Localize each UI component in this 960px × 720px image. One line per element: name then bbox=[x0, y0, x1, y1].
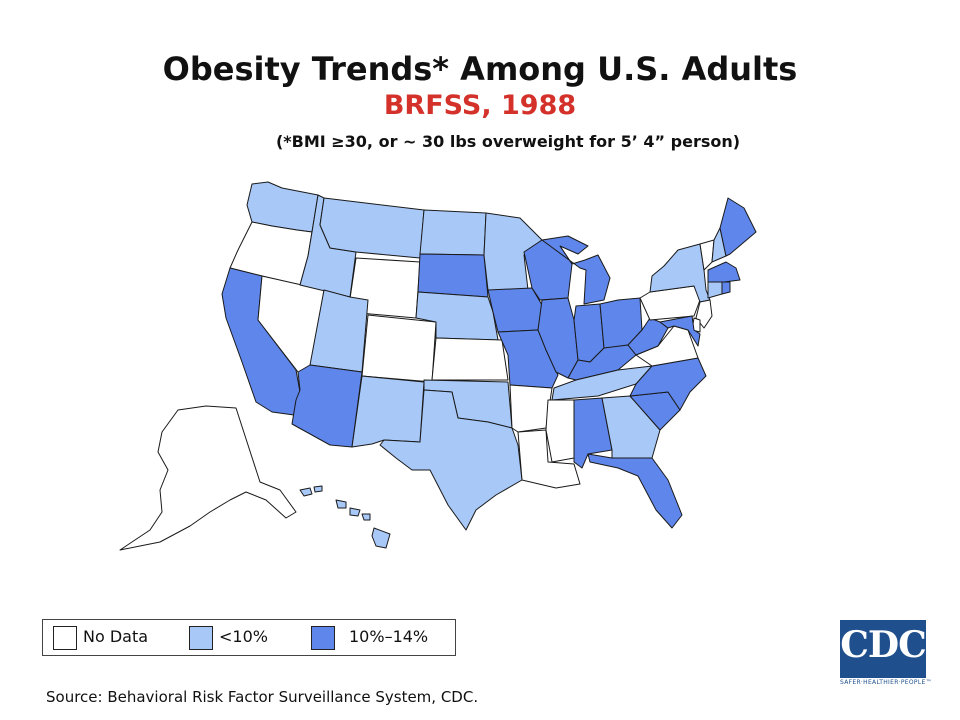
state-SD bbox=[417, 253, 489, 298]
state-MA bbox=[707, 261, 741, 283]
map-subtitle: BRFSS, 1988 bbox=[383, 90, 577, 121]
state-AR bbox=[509, 384, 553, 433]
cdc-logo-text: CDC bbox=[840, 624, 927, 666]
state-KS bbox=[431, 337, 509, 381]
state-FL bbox=[587, 453, 683, 529]
legend-label-nodata: No Data bbox=[83, 627, 149, 646]
legend-swatch-nodata bbox=[53, 626, 77, 650]
state-MT bbox=[319, 197, 425, 259]
legend-swatch-lt10 bbox=[189, 626, 213, 650]
state-TX bbox=[379, 389, 523, 531]
state-ND bbox=[419, 209, 487, 256]
state-IA bbox=[487, 287, 543, 333]
state-LA bbox=[517, 429, 581, 489]
state-MI bbox=[541, 235, 611, 305]
legend-swatch-10to14 bbox=[311, 626, 335, 650]
legend-label-lt10: <10% bbox=[219, 627, 268, 646]
state-UT bbox=[309, 289, 369, 373]
state-CO bbox=[361, 314, 437, 383]
state-RI bbox=[721, 281, 731, 295]
state-MN bbox=[483, 212, 543, 291]
state-NM bbox=[351, 375, 425, 448]
cdc-logo: CDC SAFER·HEALTHIER·PEOPLE™ bbox=[840, 620, 932, 686]
state-MD bbox=[659, 315, 701, 347]
cdc-logo-box: CDC bbox=[840, 620, 927, 678]
state-ME bbox=[719, 197, 757, 257]
legend: No Data <10% 10%–14% bbox=[42, 619, 456, 656]
state-HI bbox=[299, 485, 391, 549]
state-MS bbox=[545, 399, 575, 463]
map-title: Obesity Trends* Among U.S. Adults bbox=[162, 50, 798, 88]
source-note: Source: Behavioral Risk Factor Surveilla… bbox=[46, 688, 479, 706]
bmi-note: (*BMI ≥30, or ~ 30 lbs overweight for 5’… bbox=[275, 132, 741, 151]
legend-label-10to14: 10%–14% bbox=[349, 627, 429, 646]
state-AK bbox=[119, 405, 297, 551]
cdc-logo-tagline: SAFER·HEALTHIER·PEOPLE™ bbox=[840, 679, 932, 686]
state-AZ bbox=[291, 364, 363, 448]
state-PA bbox=[639, 285, 701, 321]
state-CT bbox=[707, 281, 723, 299]
